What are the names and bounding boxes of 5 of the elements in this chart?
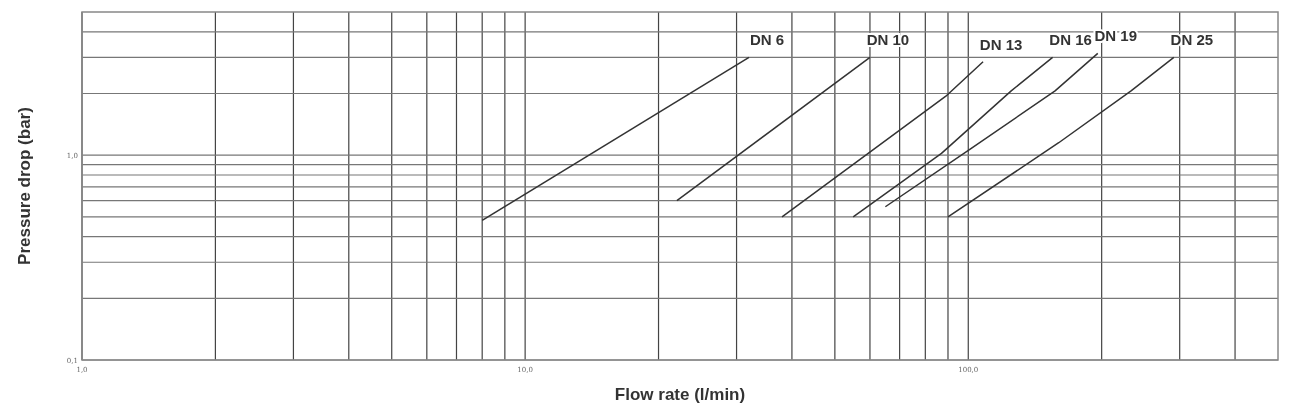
series-label: DN 6 xyxy=(749,31,785,49)
series-label: DN 13 xyxy=(979,35,1023,53)
y-axis-title: Pressure drop (bar) xyxy=(15,107,34,265)
x-axis-title: Flow rate (l/min) xyxy=(614,385,746,404)
series-label: DN 16 xyxy=(1049,31,1092,49)
